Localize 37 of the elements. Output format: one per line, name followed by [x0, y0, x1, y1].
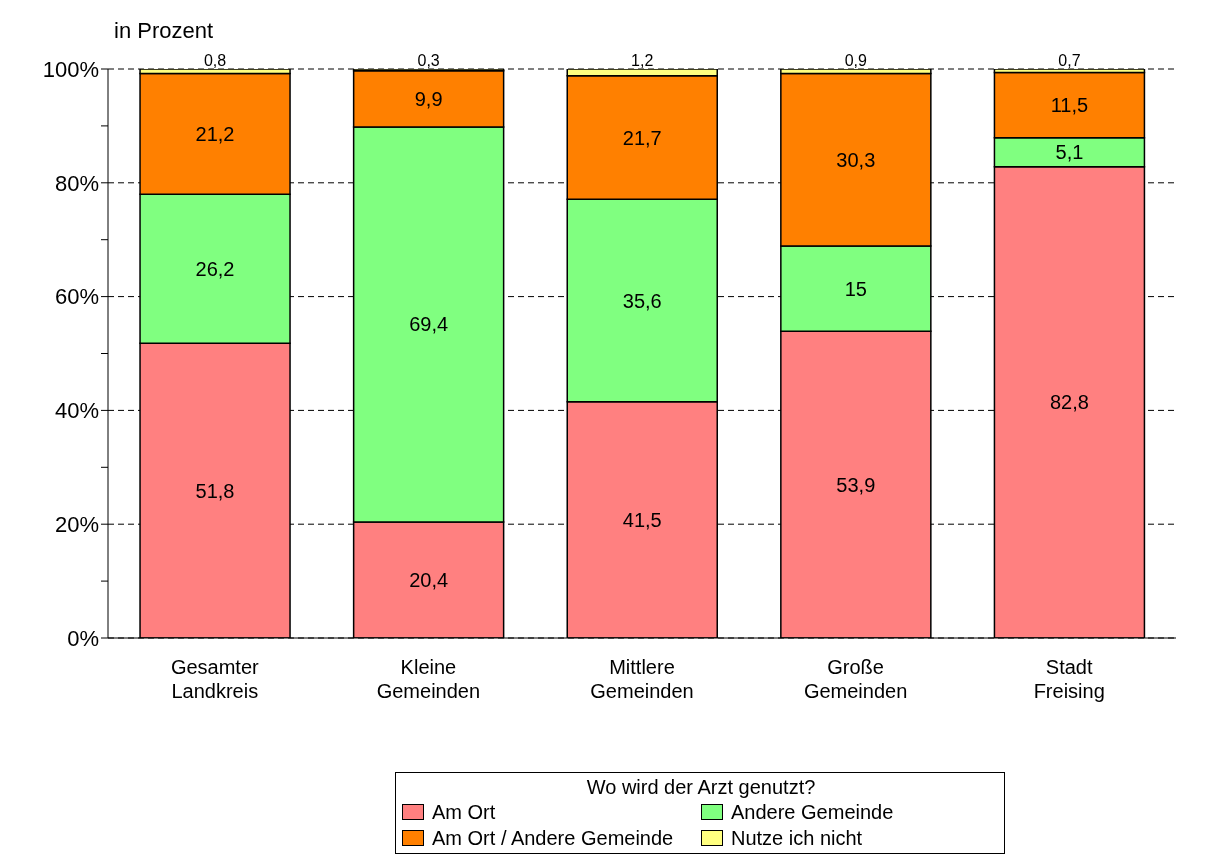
x-tick-label: Kleine Gemeinden — [376, 656, 481, 702]
data-label: 1,2 — [631, 52, 654, 69]
data-label: 0,3 — [417, 52, 440, 69]
data-label: 20,4 — [409, 568, 449, 591]
y-tick-label: 60% — [54, 284, 99, 310]
y-tick-label: 100% — [42, 56, 99, 82]
data-label: 51,8 — [195, 479, 235, 502]
data-label: 0,8 — [203, 52, 227, 69]
y-tick-label: 40% — [54, 398, 99, 424]
data-label: 41,5 — [622, 508, 662, 531]
data-label: 21,2 — [195, 122, 235, 145]
data-label: 53,9 — [836, 473, 876, 496]
legend-title: Wo wird der Arzt genutzt? — [585, 775, 817, 799]
data-label: 26,2 — [195, 257, 235, 280]
data-label: 0,7 — [1058, 52, 1081, 69]
data-label: 5,1 — [1055, 141, 1084, 164]
data-label: 21,7 — [622, 126, 662, 149]
x-tick-label: Große Gemeinden — [803, 656, 908, 702]
data-label: 69,4 — [409, 313, 449, 336]
legend-label: Andere Gemeinde — [731, 800, 894, 825]
data-label: 15 — [844, 277, 867, 300]
legend-label: Nutze ich nicht — [731, 826, 863, 851]
data-label: 9,9 — [414, 87, 443, 110]
data-label: 82,8 — [1049, 391, 1089, 414]
data-label: 30,3 — [836, 148, 876, 171]
x-tick-label: Mittlere Gemeinden — [590, 656, 694, 702]
data-label: 35,6 — [622, 289, 662, 312]
data-label: 11,5 — [1050, 94, 1089, 117]
y-tick-label: 20% — [54, 512, 99, 538]
legend-label: Am Ort / Andere Gemeinde — [432, 826, 674, 851]
y-axis-title: in Prozent — [114, 18, 214, 44]
y-tick-label: 0% — [67, 625, 99, 651]
legend-label: Am Ort — [432, 800, 496, 825]
data-label: 0,9 — [844, 52, 868, 69]
y-tick-label: 80% — [54, 170, 99, 196]
x-tick-label: Stadt Freising — [1033, 656, 1105, 702]
x-tick-label: Gesamter Landkreis — [170, 656, 260, 702]
